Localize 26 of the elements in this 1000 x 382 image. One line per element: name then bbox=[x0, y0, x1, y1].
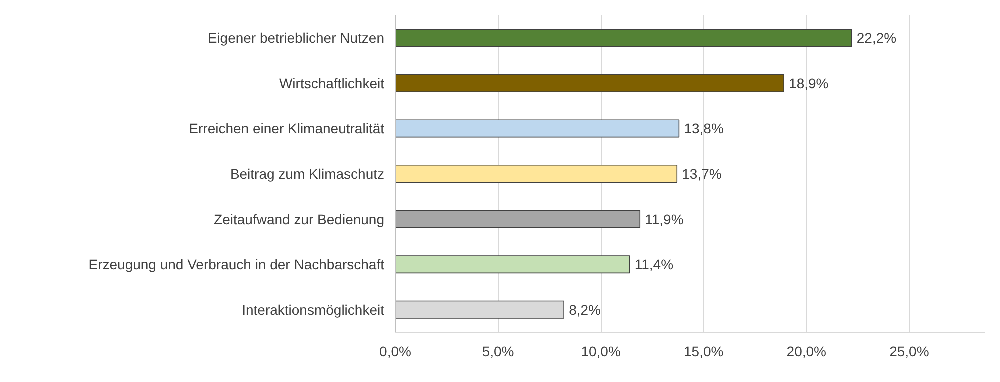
data-label: 8,2% bbox=[569, 302, 601, 318]
data-label: 22,2% bbox=[856, 30, 897, 46]
y-tick-label: Interaktionsmöglichkeit bbox=[242, 302, 385, 318]
bar bbox=[396, 210, 641, 228]
x-tick-label: 10,0% bbox=[581, 344, 621, 360]
data-label: 13,7% bbox=[682, 166, 722, 182]
bar bbox=[396, 256, 630, 274]
data-label: 13,8% bbox=[684, 120, 724, 137]
bar bbox=[396, 164, 678, 184]
y-tick-label: Beitrag zum Klimaschutz bbox=[230, 166, 385, 182]
data-label: 18,9% bbox=[789, 75, 829, 92]
data-label: 11,4% bbox=[634, 256, 674, 273]
bar bbox=[396, 120, 680, 138]
x-tick-label: 20,0% bbox=[786, 344, 827, 360]
y-tick-label: Wirtschaftlichkeit bbox=[279, 75, 385, 92]
data-label: 11,9% bbox=[645, 211, 684, 228]
x-tick-label: 25,0% bbox=[890, 344, 930, 360]
x-tick-label: 5,0% bbox=[482, 344, 514, 360]
y-tick-label: Eigener betrieblicher Nutzen bbox=[208, 30, 384, 46]
x-tick-label: 0,0% bbox=[380, 344, 412, 360]
y-tick-label: Erzeugung und Verbrauch in der Nachbarschaft bbox=[88, 256, 385, 273]
bar bbox=[396, 74, 784, 92]
y-tick-label: Zeitaufwand zur Bedienung bbox=[214, 211, 385, 228]
x-tick-label: 15,0% bbox=[684, 344, 724, 360]
y-tick-label: Erreichen einer Klimaneutralität bbox=[189, 120, 385, 137]
bar bbox=[396, 29, 852, 48]
